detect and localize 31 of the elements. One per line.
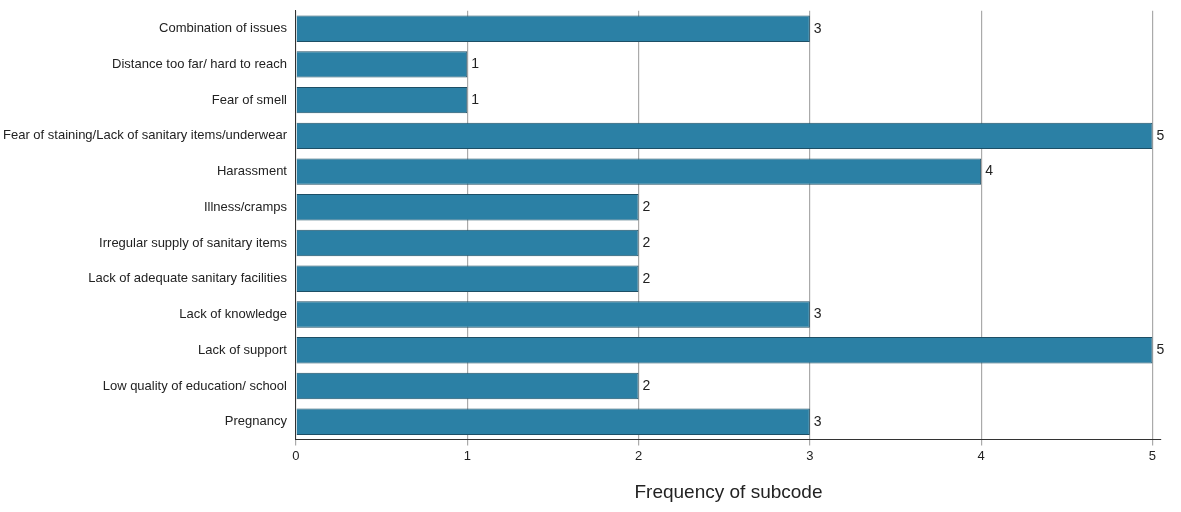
data-label: 1	[471, 55, 480, 72]
x-tick-label: 2	[634, 447, 643, 463]
y-tick-label: Pregnancy	[224, 413, 288, 429]
y-tick-label: Fear of smell	[211, 91, 288, 107]
y-tick-label: Combination of issues	[159, 20, 288, 36]
x-tick-label: 5	[1148, 447, 1157, 463]
data-label: 3	[813, 305, 822, 322]
data-label: 3	[813, 412, 822, 429]
data-label: 2	[642, 376, 651, 393]
data-label: 2	[642, 198, 651, 215]
data-label: 4	[985, 162, 994, 179]
y-tick-label: Harassment	[216, 163, 288, 179]
x-tick-label: 1	[463, 447, 471, 463]
data-label: 5	[1156, 126, 1165, 143]
y-tick-label: Illness/cramps	[203, 198, 288, 214]
data-label: 2	[642, 233, 651, 250]
x-tick-label: 4	[977, 447, 985, 463]
x-axis-title: Frequency of subcode	[634, 480, 823, 502]
data-label: 3	[813, 19, 822, 36]
data-label: 5	[1156, 341, 1165, 358]
data-label: 1	[471, 90, 480, 107]
data-label: 2	[642, 269, 651, 286]
y-tick-label: Irregular supply of sanitary items	[99, 234, 288, 250]
x-tick-label: 0	[292, 447, 300, 463]
y-tick-label: Lack of support	[198, 341, 288, 357]
y-tick-label: Lack of adequate sanitary facilities	[88, 270, 288, 286]
y-tick-label: Distance too far/ hard to reach	[112, 55, 287, 71]
y-tick-label: Low quality of education/ school	[102, 377, 288, 393]
y-tick-label: Fear of staining/Lack of sanitary items/underwear	[3, 127, 288, 143]
y-tick-label: Lack of knowledge	[179, 306, 287, 322]
x-tick-label: 3	[806, 447, 814, 463]
